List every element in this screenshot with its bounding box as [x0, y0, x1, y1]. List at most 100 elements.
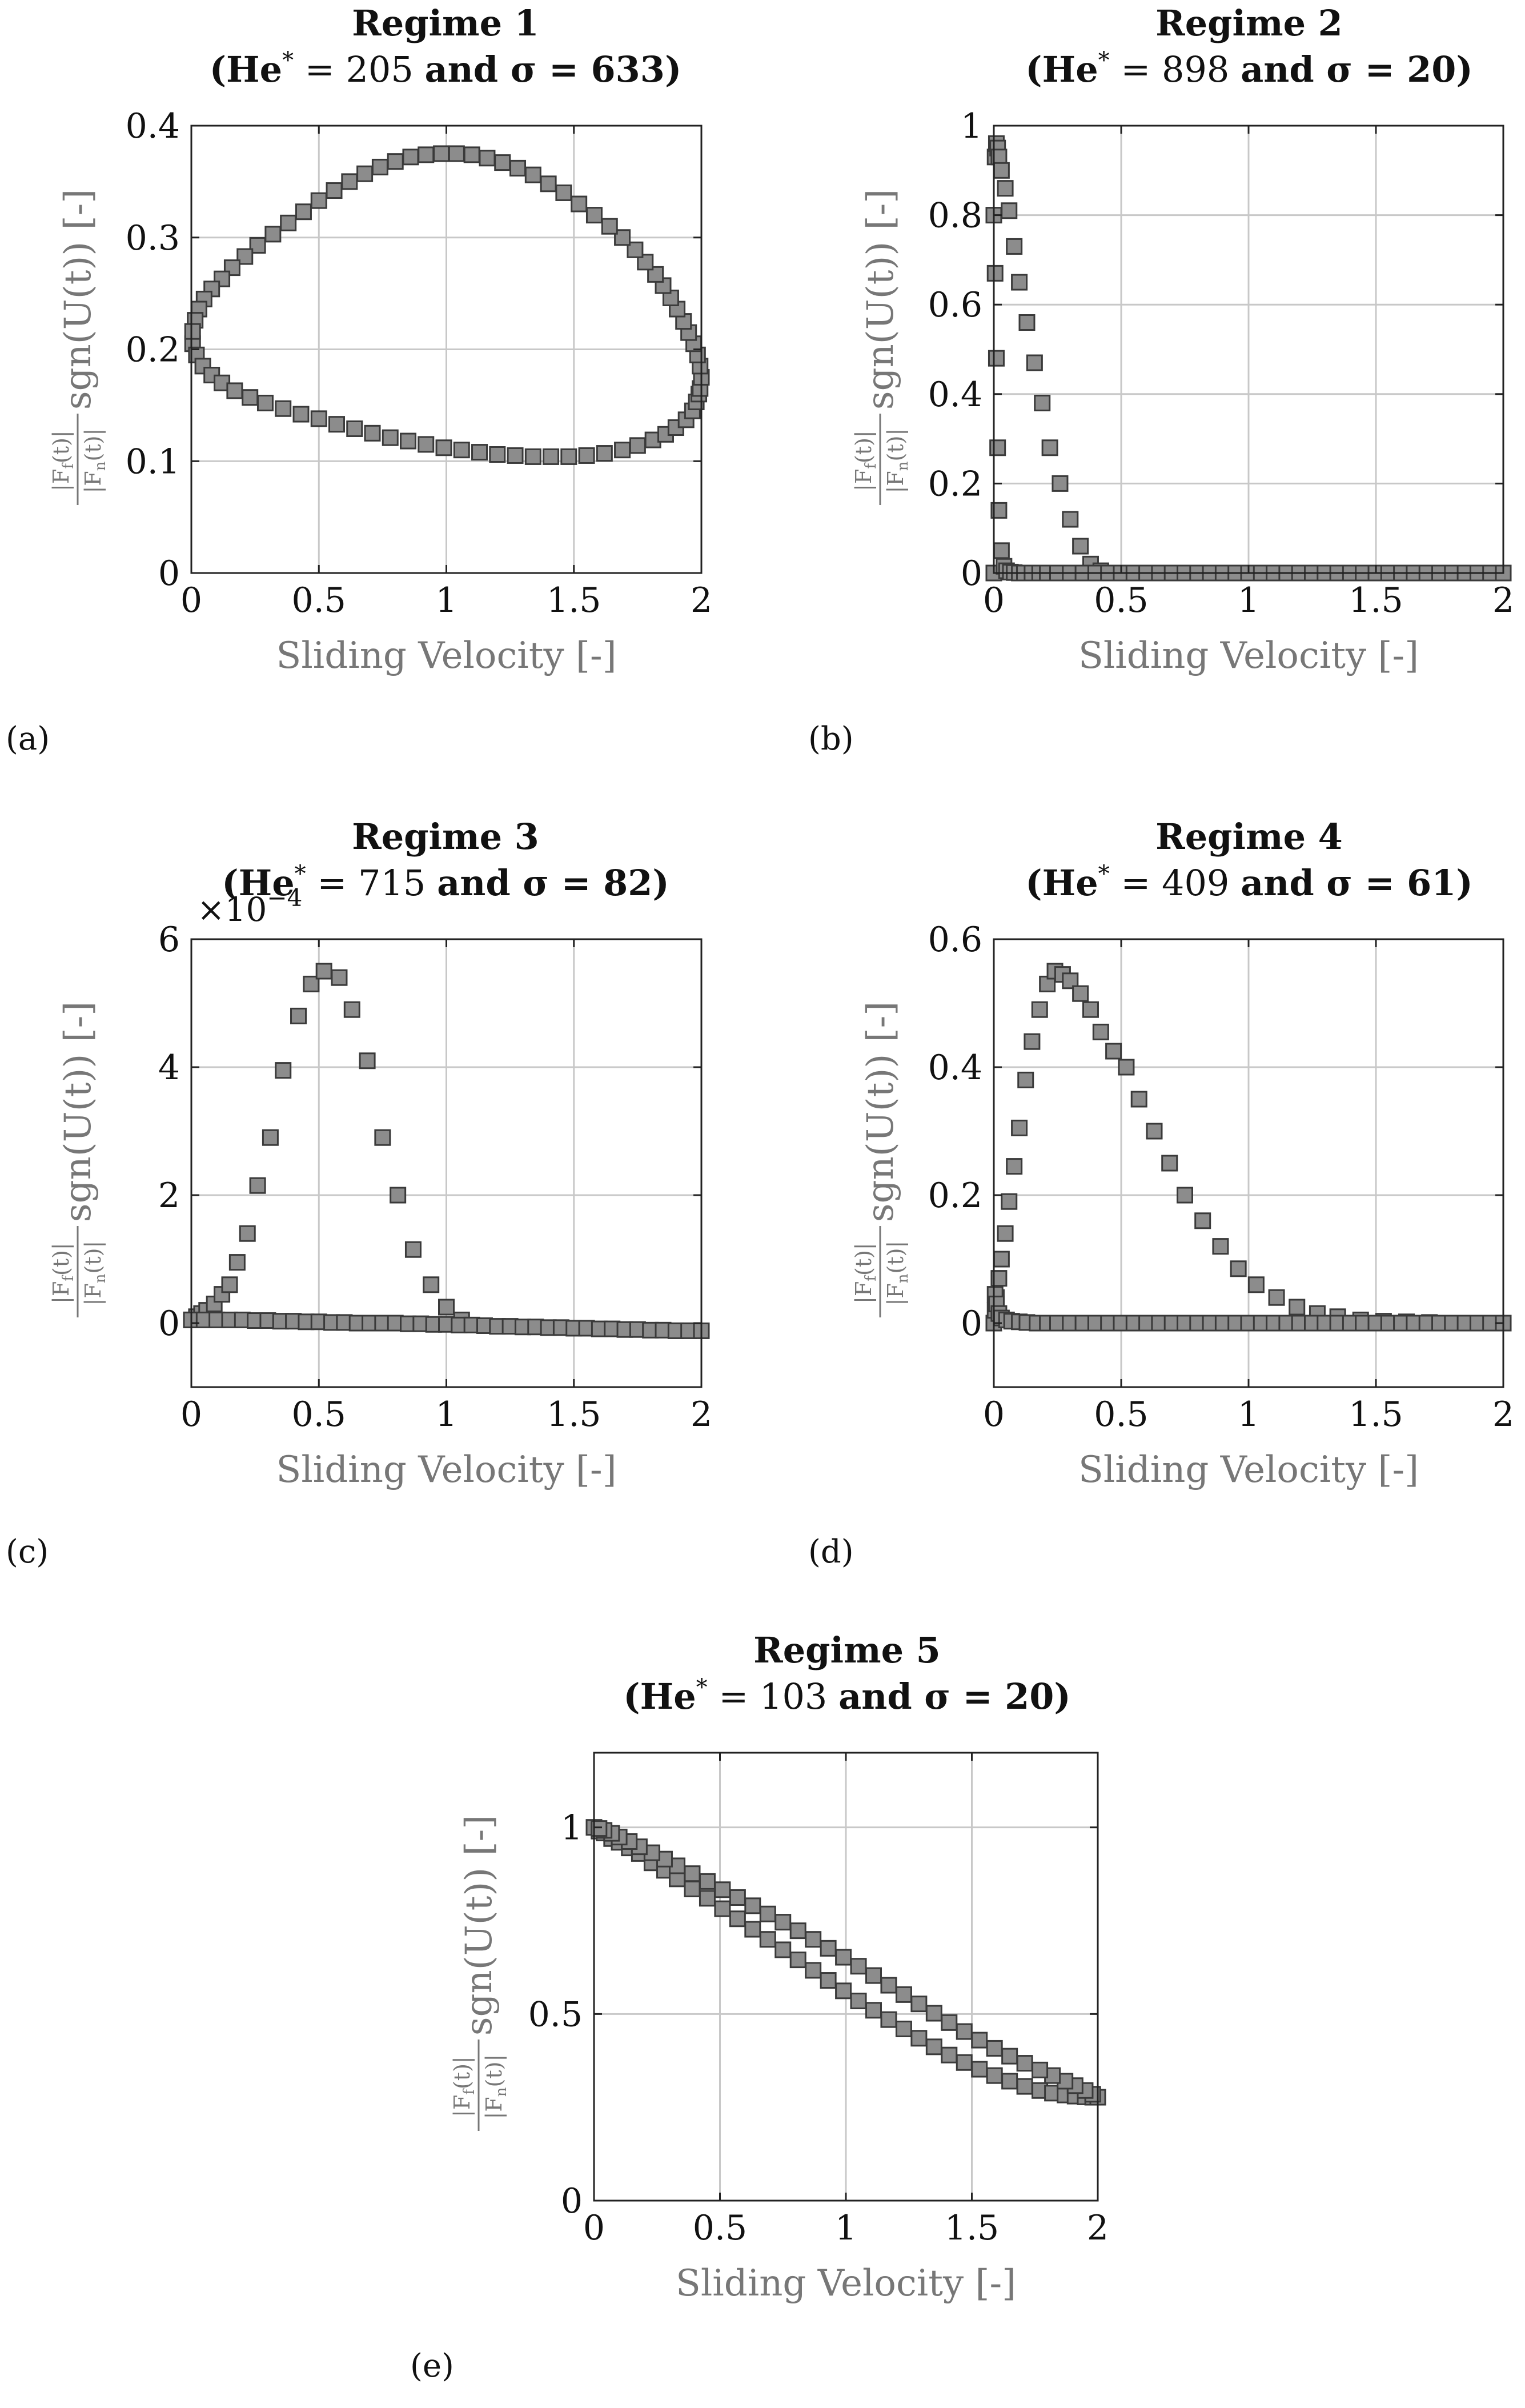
- panel-a-data-point: [540, 175, 557, 193]
- panel-e-data-point: [986, 2040, 1003, 2057]
- panel-b-data-point: [1018, 314, 1036, 331]
- panel-a-ytick-label: 0: [158, 554, 180, 594]
- panel-a-data-point: [418, 436, 435, 453]
- panel-e-data-point: [925, 2005, 942, 2022]
- panel-c-ylabel-part: sgn(U(t)) [-]: [57, 1001, 99, 1222]
- panel-c-data-point: [438, 1299, 455, 1316]
- panel-e-data-point: [1016, 2055, 1033, 2072]
- panel-e: Regime 5 (He* = 103 and σ = 20) 0 0.5 1 1.5…: [410, 1629, 1109, 2385]
- panel-b-label: (b): [808, 720, 854, 758]
- panel-c-xlabel: Sliding Velocity [-]: [276, 1449, 616, 1491]
- panel-d-data-point: [1130, 1091, 1147, 1108]
- panel-e-data-point: [941, 2046, 958, 2064]
- panel-b-xtick-label: 0: [983, 580, 1005, 620]
- panel-a-data-point: [256, 394, 274, 411]
- panel-b-ylabel-text: |Ff(t)| |Fn(t)| sgn(U(t)) [-]: [851, 189, 912, 494]
- panel-a-ylabel-part: (t)|: [81, 428, 106, 462]
- panel-a-data-point: [184, 323, 201, 340]
- panel-a-data-point: [585, 207, 603, 224]
- panel-b-data-point: [986, 265, 1004, 282]
- panel-c-xtick-label: 1: [435, 1395, 457, 1435]
- panel-b-axes: 0 0.5 1 1.5 2 0 0.2 0.4 0.6 0.8 1 Sliding Velocity …: [928, 106, 1515, 677]
- panel-c-data-point: [404, 1241, 422, 1258]
- panel-e-data-point: [1016, 2078, 1033, 2095]
- panel-a-subtitle-part: σ = 633): [498, 49, 681, 90]
- panel-b-ylabel: |Ff(t)| |Fn(t)| sgn(U(t)) [-]: [851, 189, 912, 505]
- panel-b-data-point: [997, 180, 1014, 197]
- panel-e-data-point: [971, 2032, 988, 2049]
- panel-a-ylabel-text: |Ff(t)| |Fn(t)| sgn(U(t)) [-]: [49, 189, 109, 494]
- panel-b-title: Regime 2: [1155, 2, 1343, 44]
- panel-e-xtick-label: 1: [835, 2208, 857, 2248]
- panel-a-subtitle-part: (He: [210, 49, 282, 90]
- panel-d-xtick-label: 0: [983, 1395, 1005, 1435]
- panel-d-data-point: [1212, 1238, 1229, 1255]
- panel-d-ytick-label: 0: [961, 1304, 982, 1344]
- panel-c-ylabel-part: |F: [81, 1283, 106, 1305]
- panel-b-subtitle: (He* = 898 and σ = 20): [1025, 47, 1472, 90]
- panel-e-ytick-label: 0: [561, 2181, 583, 2221]
- panel-b-data-point: [993, 162, 1010, 179]
- panel-c-data-point: [262, 1129, 279, 1146]
- panel-e-data-point: [820, 1972, 837, 1989]
- panel-a-xtick-label: 1.5: [547, 580, 601, 620]
- panel-d-data-point: [1024, 1033, 1041, 1050]
- panel-c-ylabel-part: (t)|: [81, 1241, 106, 1274]
- panel-c-data-point: [249, 1177, 266, 1194]
- panel-c-data-point: [228, 1254, 246, 1271]
- panel-d-subtitle-part: and: [1241, 862, 1314, 904]
- panel-e-data-point: [880, 1977, 897, 1994]
- panel-d-data-point: [1118, 1059, 1135, 1076]
- panel-c-exponent-base: ×10: [197, 890, 267, 929]
- panel-d: Regime 4 (He* = 409 and σ = 61) 0 0.5 1 1.5…: [808, 816, 1514, 1570]
- panel-d-data-point: [1072, 985, 1089, 1002]
- panel-e-ylabel-part: |F: [481, 2097, 507, 2119]
- panel-a-data-point: [614, 442, 631, 459]
- panel-e-data-point: [941, 2014, 958, 2031]
- panel-a-data-point: [453, 442, 470, 459]
- panel-e-ylabel-text: |Ff(t)| |Fn(t)| sgn(U(t)) [-]: [450, 1815, 510, 2119]
- panel-a-subtitle-part: and: [425, 49, 499, 90]
- panel-d-xtick-label: 1: [1238, 1395, 1259, 1435]
- panel-e-data-point: [805, 1962, 822, 1979]
- panel-e-data-point: [850, 1958, 867, 1975]
- panel-e-data-point: [1001, 2073, 1018, 2090]
- panel-b-data-point: [1011, 274, 1028, 291]
- panel-d-ytick-label: 0.4: [928, 1048, 982, 1088]
- panel-e-data-point: [699, 1873, 716, 1890]
- panel-b-data-point: [1006, 238, 1023, 255]
- panel-c-title: Regime 3: [352, 816, 539, 858]
- panel-e-data-point: [865, 1967, 882, 1984]
- panel-d-data-point: [1031, 1001, 1048, 1018]
- panel-c-exponent: ×10−4: [197, 884, 302, 929]
- panel-c-data-point: [290, 1007, 307, 1024]
- panel-a-data-point: [387, 153, 404, 170]
- panel-e-data-point: [850, 1992, 867, 2009]
- panel-a-data-point: [264, 226, 282, 243]
- panel-a-data-point: [400, 432, 417, 450]
- panel-c-ytick-label: 0: [158, 1304, 180, 1344]
- panel-e-data-point: [759, 1931, 776, 1948]
- panel-a-ylabel-part: |F: [49, 469, 74, 491]
- panel-a-data-point: [627, 241, 644, 258]
- panel-a-data-point: [489, 446, 506, 463]
- panel-d-title: Regime 4: [1155, 816, 1343, 858]
- panel-a-data-point: [560, 448, 577, 465]
- panel-a-data-point: [356, 165, 374, 182]
- panel-b-subtitle-part: (He: [1025, 49, 1098, 90]
- panel-c-subtitle-part: = 715: [306, 862, 437, 904]
- panel-d-data-point: [1092, 1023, 1109, 1040]
- panel-e-subtitle-part: = 103: [708, 1676, 838, 1717]
- panel-e-data-point: [895, 1986, 912, 2003]
- panel-a-subtitle-part: = 205: [294, 49, 424, 90]
- panel-d-data-point: [997, 1225, 1014, 1242]
- panel-a-data-point: [326, 182, 343, 199]
- panel-a-data-point: [524, 448, 541, 465]
- panel-b-ylabel-part: (t)|: [851, 430, 876, 463]
- panel-a-data-point: [524, 166, 541, 183]
- panel-b-subtitle-part: σ = 20): [1314, 49, 1473, 90]
- panel-d-ylabel-part: n: [894, 1273, 912, 1283]
- panel-a-data-point: [371, 158, 388, 175]
- panel-e-data-point: [744, 1897, 761, 1914]
- panel-d-data-point: [1006, 1158, 1023, 1175]
